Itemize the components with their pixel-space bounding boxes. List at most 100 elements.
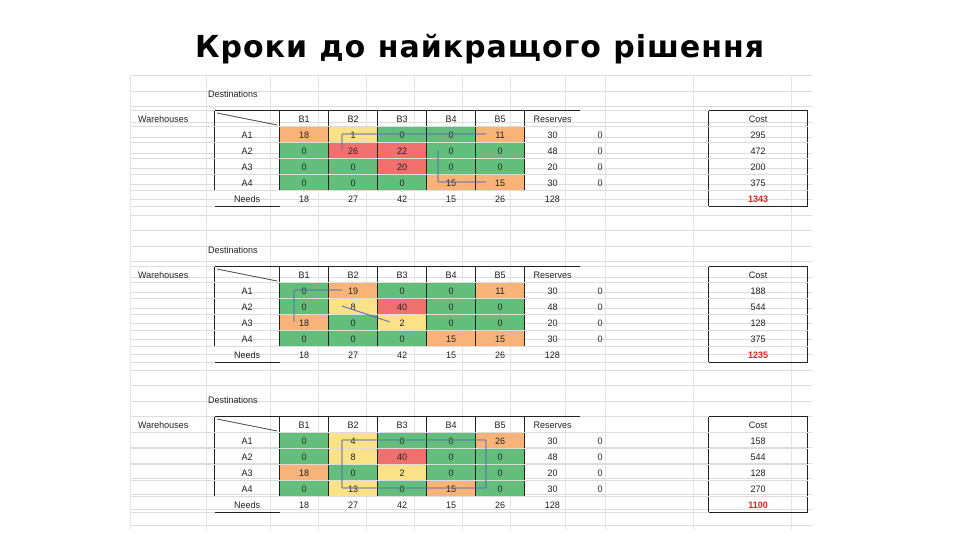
reserve-value: 30 [524,174,580,191]
allocation-cell[interactable]: 22 [377,142,427,159]
allocation-cell[interactable]: 0 [377,174,427,191]
grid-line [130,261,812,262]
row-cost: 158 [708,432,808,449]
allocation-cell[interactable]: 0 [279,330,329,347]
allocation-cell[interactable]: 0 [377,282,427,299]
allocation-cell[interactable]: 0 [426,282,476,299]
allocation-cell[interactable]: 20 [377,158,427,175]
allocation-cell[interactable]: 15 [475,174,525,191]
reserve-value: 48 [524,448,580,465]
allocation-cell[interactable]: 4 [328,432,378,449]
need-value: 26 [475,346,525,363]
need-value: 18 [279,190,329,207]
allocation-cell[interactable]: 15 [426,330,476,347]
column-header-b2: B2 [328,110,378,127]
allocation-cell[interactable]: 15 [475,330,525,347]
allocation-cell[interactable]: 0 [475,142,525,159]
transport-grid: Warehouses B1 B2 B3 B4 B5 Reserves Cost A1 18 1 0 0 1… [130,110,808,207]
allocation-cell[interactable]: 0 [279,480,329,497]
need-value: 26 [475,190,525,207]
allocation-cell[interactable]: 18 [279,464,329,481]
allocation-cell[interactable]: 0 [377,432,427,449]
column-header-b4: B4 [426,416,476,433]
empty-cell [130,158,215,175]
allocation-cell[interactable]: 26 [328,142,378,159]
allocation-cell[interactable]: 0 [279,142,329,159]
reserves-header: Reserves [524,416,580,433]
table-row: A4 0 0 0 15 15 30 0 375 [130,174,808,191]
warehouses-label: Warehouses [130,110,215,127]
allocation-cell[interactable]: 15 [426,480,476,497]
allocation-cell[interactable]: 0 [328,330,378,347]
allocation-cell[interactable]: 0 [475,480,525,497]
empty-cell [620,158,709,175]
allocation-cell[interactable]: 0 [328,314,378,331]
table-row: A2 0 8 40 0 0 48 0 544 [130,448,808,465]
column-header-b1: B1 [279,416,329,433]
allocation-cell[interactable]: 0 [426,432,476,449]
allocation-cell[interactable]: 0 [279,298,329,315]
allocation-cell[interactable]: 0 [426,126,476,143]
grid-line [130,525,812,526]
allocation-cell[interactable]: 0 [328,464,378,481]
allocation-cell[interactable]: 0 [475,464,525,481]
allocation-cell[interactable]: 8 [328,298,378,315]
empty-cell [620,496,709,513]
column-header-b5: B5 [475,110,525,127]
allocation-cell[interactable]: 2 [377,464,427,481]
column-header-b2: B2 [328,266,378,283]
allocation-cell[interactable]: 0 [377,126,427,143]
grid-line [130,230,812,231]
allocation-cell[interactable]: 0 [279,282,329,299]
allocation-cell[interactable]: 0 [377,480,427,497]
allocation-cell[interactable]: 19 [328,282,378,299]
allocation-cell[interactable]: 0 [328,174,378,191]
total-cost: 1343 [708,190,808,207]
allocation-cell[interactable]: 0 [426,314,476,331]
empty-cell [130,314,215,331]
allocation-cell[interactable]: 0 [279,174,329,191]
reserve-value: 20 [524,464,580,481]
allocation-cell[interactable]: 18 [279,314,329,331]
allocation-cell[interactable]: 0 [475,158,525,175]
allocation-cell[interactable]: 0 [279,432,329,449]
allocation-cell[interactable]: 26 [475,432,525,449]
allocation-cell[interactable]: 1 [328,126,378,143]
reserve-value: 30 [524,282,580,299]
allocation-cell[interactable]: 8 [328,448,378,465]
row-cost: 270 [708,480,808,497]
row-label-a2: A2 [214,448,280,465]
allocation-cell[interactable]: 0 [475,298,525,315]
empty-cell [580,416,620,433]
empty-cell [130,432,215,449]
allocation-cell[interactable]: 15 [426,174,476,191]
reserve-value: 20 [524,314,580,331]
row-label-a4: A4 [214,330,280,347]
warehouses-label: Warehouses [130,266,215,283]
allocation-cell[interactable]: 0 [426,464,476,481]
allocation-cell[interactable]: 11 [475,282,525,299]
allocation-cell[interactable]: 0 [279,448,329,465]
allocation-cell[interactable]: 0 [328,158,378,175]
allocation-cell[interactable]: 11 [475,126,525,143]
allocation-cell[interactable]: 13 [328,480,378,497]
corner-diagonal-cell [214,110,280,127]
needs-total: 128 [524,496,580,513]
spreadsheet: Destinations Warehouses B1 B2 B3 B4 B5 Reserves… [130,75,812,530]
allocation-cell[interactable]: 0 [426,298,476,315]
allocation-cell[interactable]: 0 [426,142,476,159]
allocation-cell[interactable]: 0 [377,330,427,347]
allocation-cell[interactable]: 40 [377,298,427,315]
difference-value: 0 [580,142,620,159]
need-value: 27 [328,496,378,513]
allocation-cell[interactable]: 18 [279,126,329,143]
allocation-cell[interactable]: 0 [475,314,525,331]
allocation-cell[interactable]: 0 [475,448,525,465]
allocation-cell[interactable]: 0 [279,158,329,175]
reserve-value: 30 [524,432,580,449]
table-row: A2 0 8 40 0 0 48 0 544 [130,298,808,315]
allocation-cell[interactable]: 0 [426,448,476,465]
allocation-cell[interactable]: 2 [377,314,427,331]
allocation-cell[interactable]: 0 [426,158,476,175]
allocation-cell[interactable]: 40 [377,448,427,465]
